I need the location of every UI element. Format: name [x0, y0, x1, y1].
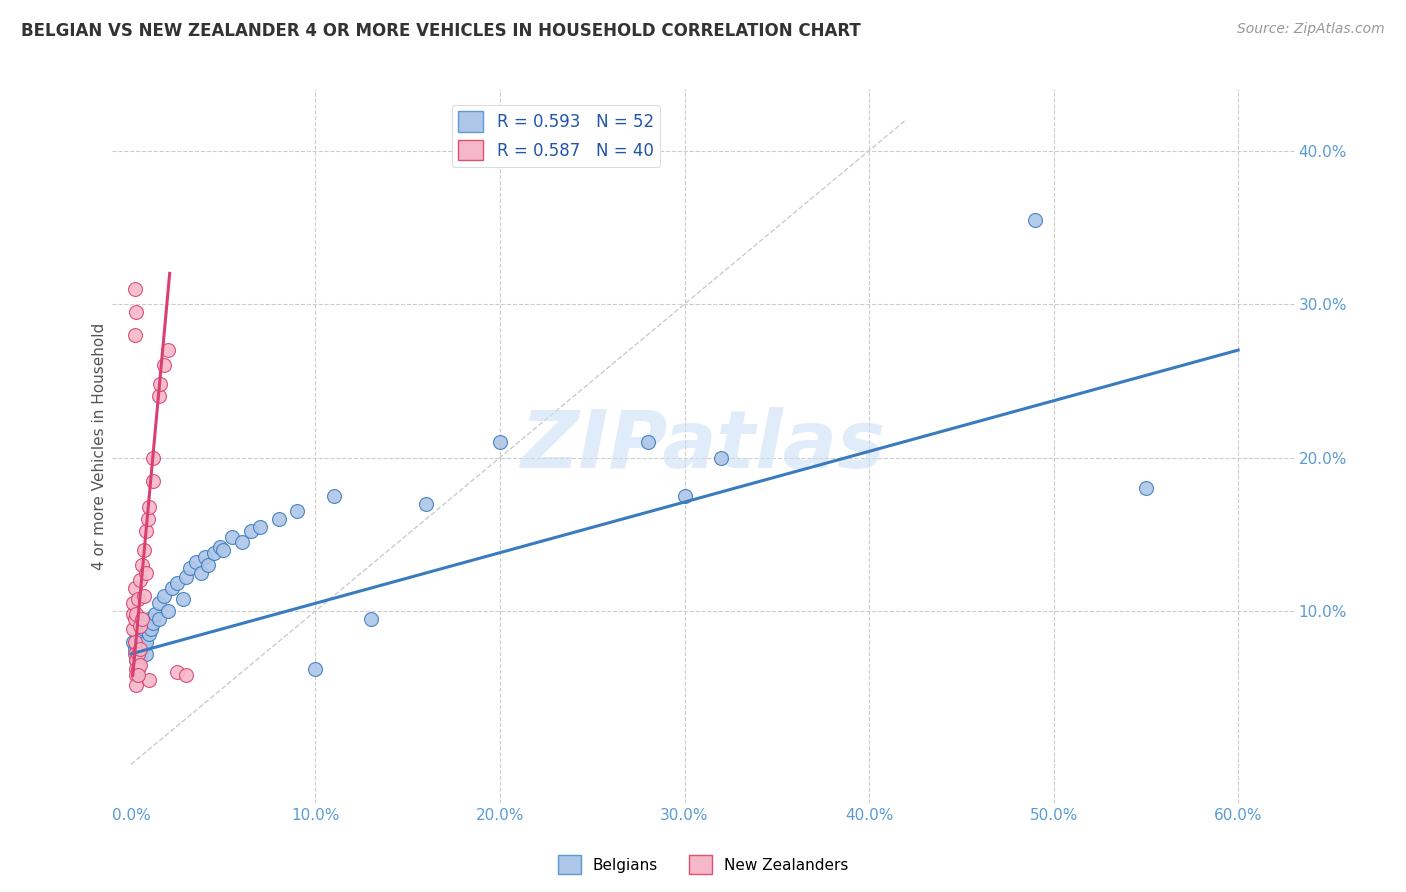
Point [131, 627, 153, 641]
Point [124, 642, 146, 657]
Point [249, 519, 271, 533]
Point [141, 623, 163, 637]
Y-axis label: 4 or more Vehicles in Household: 4 or more Vehicles in Household [91, 322, 107, 570]
Point [673, 489, 696, 503]
Point [143, 607, 166, 621]
Point [127, 662, 149, 676]
Point [135, 524, 157, 538]
Point [131, 558, 153, 572]
Point [190, 566, 212, 580]
Point [489, 435, 512, 450]
Point [121, 623, 143, 637]
Point [148, 612, 170, 626]
Point [131, 640, 153, 655]
Point [121, 607, 143, 621]
Point [221, 530, 243, 544]
Point [132, 589, 155, 603]
Point [135, 566, 157, 580]
Point [138, 612, 160, 626]
Point [1135, 481, 1157, 495]
Point [125, 678, 148, 692]
Point [194, 550, 217, 565]
Point [121, 596, 143, 610]
Point [138, 673, 160, 687]
Point [239, 524, 262, 538]
Point [121, 634, 143, 648]
Point [156, 604, 179, 618]
Point [129, 642, 152, 657]
Point [148, 389, 170, 403]
Point [132, 638, 155, 652]
Point [138, 500, 160, 514]
Point [174, 668, 197, 682]
Point [267, 512, 290, 526]
Point [202, 546, 225, 560]
Point [125, 668, 148, 682]
Point [125, 638, 148, 652]
Point [132, 542, 155, 557]
Point [160, 581, 183, 595]
Point [285, 504, 308, 518]
Point [184, 555, 207, 569]
Point [166, 576, 188, 591]
Point [710, 450, 733, 465]
Point [127, 668, 149, 682]
Point [637, 435, 659, 450]
Point [142, 474, 165, 488]
Point [179, 561, 201, 575]
Point [136, 619, 159, 633]
Point [212, 542, 235, 557]
Point [323, 489, 346, 503]
Point [208, 540, 231, 554]
Point [174, 570, 197, 584]
Point [127, 591, 149, 606]
Point [131, 612, 153, 626]
Text: ZIPatlas: ZIPatlas [520, 407, 886, 485]
Point [129, 632, 152, 646]
Point [135, 634, 157, 648]
Text: BELGIAN VS NEW ZEALANDER 4 OR MORE VEHICLES IN HOUSEHOLD CORRELATION CHART: BELGIAN VS NEW ZEALANDER 4 OR MORE VEHIC… [21, 22, 860, 40]
Point [132, 623, 155, 637]
Point [127, 647, 149, 661]
Legend: Belgians, New Zealanders: Belgians, New Zealanders [551, 849, 855, 880]
Point [415, 497, 437, 511]
Point [153, 359, 176, 373]
Text: Source: ZipAtlas.com: Source: ZipAtlas.com [1237, 22, 1385, 37]
Point [129, 657, 152, 672]
Point [129, 650, 152, 665]
Point [304, 662, 326, 676]
Point [172, 591, 194, 606]
Point [360, 612, 382, 626]
Point [125, 662, 148, 676]
Point [142, 450, 165, 465]
Point [149, 376, 172, 391]
Point [138, 627, 160, 641]
Point [124, 282, 146, 296]
Point [135, 647, 157, 661]
Point [125, 653, 148, 667]
Point [156, 343, 179, 357]
Point [124, 647, 146, 661]
Point [1024, 212, 1046, 227]
Point [153, 589, 176, 603]
Point [136, 512, 159, 526]
Point [124, 327, 146, 342]
Point [142, 616, 165, 631]
Point [124, 612, 146, 626]
Point [129, 619, 152, 633]
Point [231, 535, 253, 549]
Point [127, 657, 149, 672]
Point [125, 304, 148, 318]
Point [166, 665, 188, 680]
Legend: R = 0.593   N = 52, R = 0.587   N = 40: R = 0.593 N = 52, R = 0.587 N = 40 [451, 104, 661, 167]
Point [124, 581, 146, 595]
Point [125, 607, 148, 621]
Point [124, 634, 146, 648]
Point [197, 558, 219, 572]
Point [125, 653, 148, 667]
Point [129, 574, 152, 588]
Point [148, 596, 170, 610]
Point [127, 647, 149, 661]
